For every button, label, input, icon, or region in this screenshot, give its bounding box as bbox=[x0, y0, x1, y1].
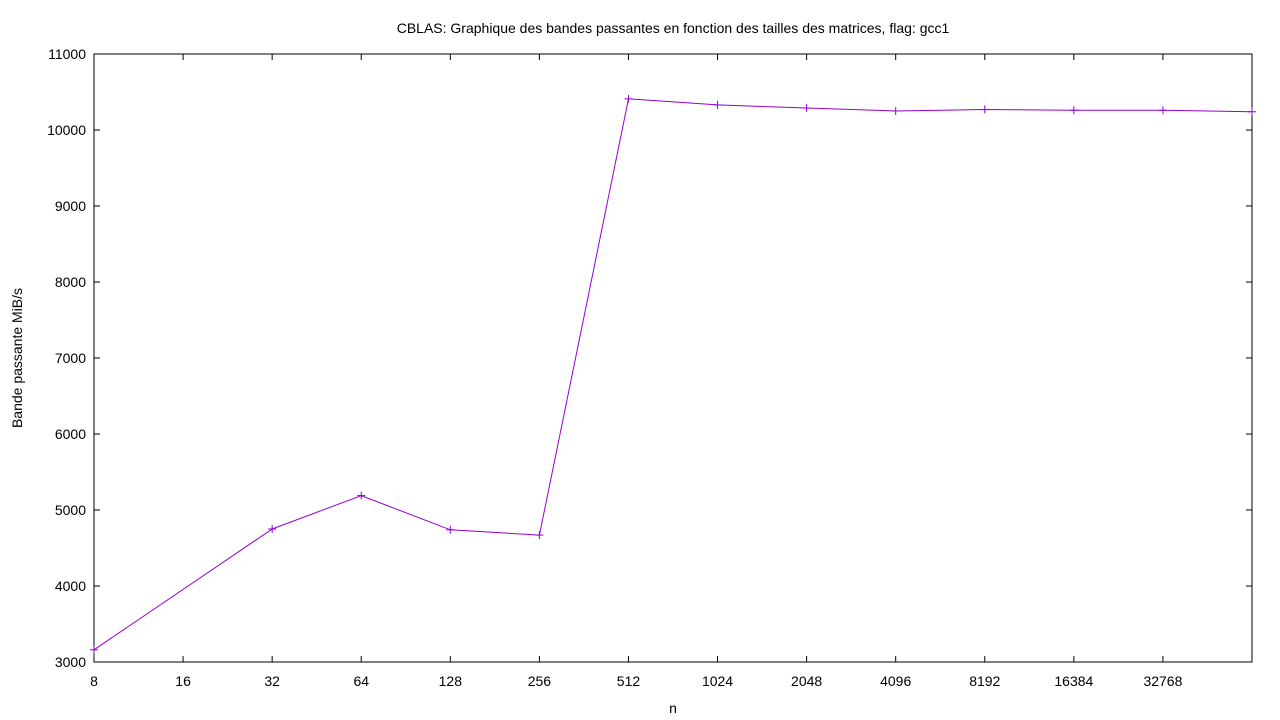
y-tick-label: 6000 bbox=[55, 426, 86, 442]
chart-title: CBLAS: Graphique des bandes passantes en… bbox=[397, 20, 950, 36]
data-point-marker bbox=[446, 525, 455, 534]
y-tick-label: 8000 bbox=[55, 274, 86, 290]
x-tick-label: 512 bbox=[617, 673, 641, 689]
x-tick-label: 4096 bbox=[880, 673, 911, 689]
x-tick-label: 64 bbox=[353, 673, 369, 689]
y-tick-label: 3000 bbox=[55, 654, 86, 670]
data-point-marker bbox=[90, 645, 98, 654]
x-tick-label: 16384 bbox=[1054, 673, 1093, 689]
data-point-marker bbox=[980, 105, 989, 114]
data-point-marker bbox=[1158, 106, 1167, 115]
series-line-gcc1 bbox=[93, 98, 1253, 651]
y-tick-label: 10000 bbox=[47, 122, 86, 138]
data-point-marker bbox=[713, 100, 722, 109]
data-point-marker bbox=[624, 94, 633, 103]
x-tick-label: 1024 bbox=[702, 673, 733, 689]
data-point-marker bbox=[1248, 107, 1256, 116]
x-axis-label: n bbox=[669, 700, 677, 716]
x-tick-label: 32768 bbox=[1143, 673, 1182, 689]
y-tick-label: 7000 bbox=[55, 350, 86, 366]
y-tick-label: 9000 bbox=[55, 198, 86, 214]
data-point-marker bbox=[891, 107, 900, 115]
x-tick-label: 2048 bbox=[791, 673, 822, 689]
y-axis-label: Bande passante MiB/s bbox=[9, 288, 25, 428]
x-tick-label: 16 bbox=[175, 673, 191, 689]
y-axis: 3000 4000 5000 6000 7000 8000 9000 10000 11000 bbox=[47, 46, 1252, 670]
data-point-marker bbox=[268, 525, 277, 533]
x-tick-label: 32 bbox=[264, 673, 280, 689]
y-tick-label: 5000 bbox=[55, 502, 86, 518]
data-point-marker bbox=[802, 103, 811, 112]
plot-frame bbox=[93, 53, 1253, 663]
y-tick-label: 4000 bbox=[55, 578, 86, 594]
x-tick-label: 256 bbox=[528, 673, 552, 689]
x-tick-label: 8 bbox=[90, 673, 98, 689]
data-point-marker bbox=[357, 491, 366, 500]
data-point-marker bbox=[535, 531, 544, 540]
x-tick-label: 128 bbox=[439, 673, 463, 689]
series-layer bbox=[90, 94, 1256, 654]
data-point-marker bbox=[1069, 106, 1078, 115]
y-tick-label: 11000 bbox=[48, 46, 86, 62]
x-axis: 8 16 32 64 128 256 512 1024 2048 4096 8192 16384 327… bbox=[90, 54, 1183, 689]
x-tick-label: 8192 bbox=[969, 673, 1000, 689]
